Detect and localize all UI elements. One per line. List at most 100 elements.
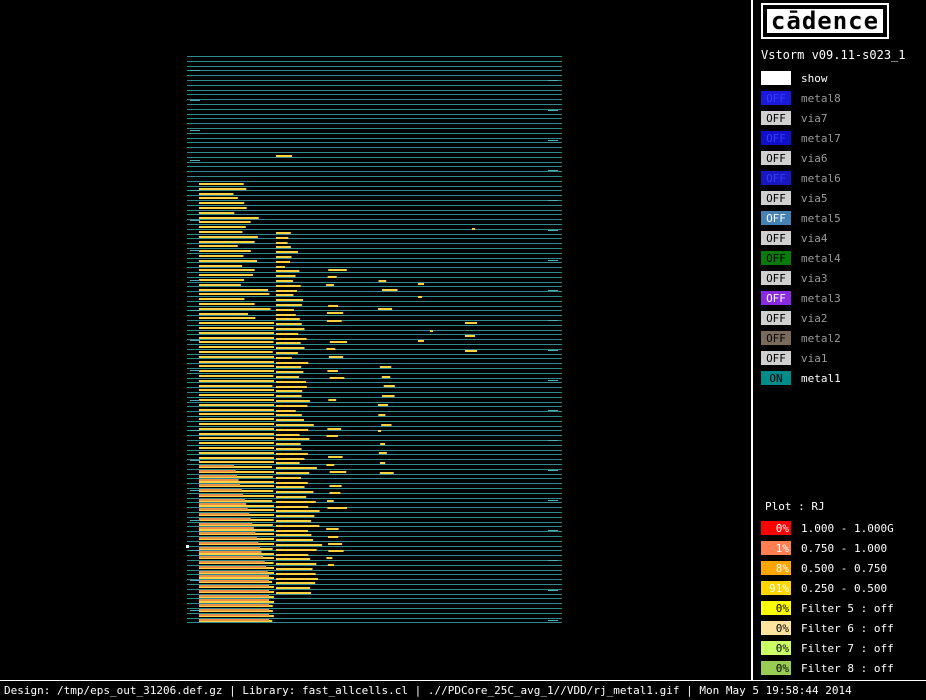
ir-hotspot-bar <box>199 399 274 401</box>
edge-marker <box>190 190 200 191</box>
ir-hotspot-bar <box>199 375 274 377</box>
layer-toggle-metal6[interactable]: OFF <box>761 171 791 185</box>
metal1-track <box>187 330 562 331</box>
ir-hotspot-bar <box>326 435 338 437</box>
layer-toggle-metal3[interactable]: OFF <box>761 291 791 305</box>
ir-hotspot-bar <box>199 523 253 525</box>
ir-hotspot-bar <box>199 341 274 343</box>
edge-marker <box>548 290 558 291</box>
ir-hotspot-bar <box>276 275 296 277</box>
legend-row[interactable]: 0% Filter 8 : off <box>761 660 894 676</box>
ir-hotspot-bar <box>199 260 258 262</box>
ir-hotspot-bar <box>276 582 316 584</box>
edge-marker <box>548 620 558 621</box>
metal1-track <box>187 133 562 134</box>
legend-row[interactable]: 1% 0.750 - 1.000 <box>761 540 887 556</box>
layer-toggle-metal4[interactable]: OFF <box>761 251 791 265</box>
legend-range: 0.250 - 0.500 <box>801 581 888 595</box>
layer-toggle-via5[interactable]: OFF <box>761 191 791 205</box>
ir-drop-map[interactable] <box>0 0 750 680</box>
metal1-track <box>187 555 562 556</box>
layer-toggle-via4[interactable]: OFF <box>761 231 791 245</box>
ir-hotspot-bar <box>276 506 309 508</box>
layer-row-via3[interactable]: OFF via3 <box>761 270 828 286</box>
layer-toggle-via7[interactable]: OFF <box>761 111 791 125</box>
edge-marker <box>548 410 558 411</box>
edge-marker <box>190 310 200 311</box>
layer-row-metal2[interactable]: OFF metal2 <box>761 330 841 346</box>
ir-hotspot-bar <box>199 351 273 353</box>
layout-canvas[interactable] <box>0 0 750 680</box>
ir-hotspot-bar <box>382 395 395 397</box>
ir-hotspot-bar <box>276 534 312 536</box>
ir-hotspot-bar <box>199 580 269 582</box>
layer-toggle-via1[interactable]: OFF <box>761 351 791 365</box>
metal1-track <box>187 123 562 124</box>
layer-toggle-via6[interactable]: OFF <box>761 151 791 165</box>
metal1-track <box>187 66 562 67</box>
edge-marker <box>190 550 200 551</box>
layer-row-show[interactable]: show <box>761 70 828 86</box>
ir-hotspot-bar <box>199 566 267 568</box>
ir-hotspot-bar <box>326 284 334 286</box>
layer-row-via5[interactable]: OFF via5 <box>761 190 828 206</box>
edge-marker <box>190 490 200 491</box>
metal1-track <box>187 138 562 139</box>
layer-row-metal5[interactable]: OFF metal5 <box>761 210 841 226</box>
layer-name-via6: via6 <box>801 151 828 165</box>
metal1-track <box>187 176 562 177</box>
legend-row[interactable]: 0% 1.000 - 1.000G <box>761 520 894 536</box>
ir-hotspot-bar <box>276 520 312 522</box>
layer-toggle-via3[interactable]: OFF <box>761 271 791 285</box>
legend-swatch: 8% <box>761 561 791 575</box>
legend-row[interactable]: 0% Filter 6 : off <box>761 620 894 636</box>
edge-marker <box>190 610 200 611</box>
ir-hotspot-bar <box>199 475 238 477</box>
legend-row[interactable]: 0% Filter 5 : off <box>761 600 894 616</box>
layer-toggle-metal1[interactable]: ON <box>761 371 791 385</box>
layer-name-metal1: metal1 <box>801 371 841 385</box>
ir-hotspot-bar <box>199 183 244 185</box>
ir-hotspot-bar <box>276 549 317 551</box>
layer-row-metal7[interactable]: OFF metal7 <box>761 130 841 146</box>
legend-row[interactable]: 91% 0.250 - 0.500 <box>761 580 887 596</box>
ir-hotspot-bar <box>199 188 247 190</box>
layer-row-via1[interactable]: OFF via1 <box>761 350 828 366</box>
ir-hotspot-bar <box>199 461 274 463</box>
layer-toggle-metal8[interactable]: OFF <box>761 91 791 105</box>
ir-hotspot-bar <box>199 590 269 592</box>
layer-row-metal8[interactable]: OFF metal8 <box>761 90 841 106</box>
layer-row-via4[interactable]: OFF via4 <box>761 230 828 246</box>
layer-row-via7[interactable]: OFF via7 <box>761 110 828 126</box>
metal1-track <box>187 301 562 302</box>
layer-toggle-metal7[interactable]: OFF <box>761 131 791 145</box>
metal1-track <box>187 349 562 350</box>
layer-name-via5: via5 <box>801 191 828 205</box>
edge-marker <box>190 460 200 461</box>
metal1-track <box>187 594 562 595</box>
layer-row-via6[interactable]: OFF via6 <box>761 150 828 166</box>
layer-row-metal4[interactable]: OFF metal4 <box>761 250 841 266</box>
layer-toggle-show[interactable] <box>761 71 791 85</box>
edge-marker <box>190 370 200 371</box>
metal1-track <box>187 541 562 542</box>
ir-hotspot-bar <box>199 289 268 291</box>
metal1-track <box>187 498 562 499</box>
version-label: Vstorm v09.11-s023_1 <box>761 48 906 62</box>
legend-row[interactable]: 8% 0.500 - 0.750 <box>761 560 887 576</box>
layer-row-metal1[interactable]: ON metal1 <box>761 370 841 386</box>
ir-hotspot-bar <box>276 424 314 426</box>
ir-hotspot-bar <box>199 513 250 515</box>
layer-toggle-metal5[interactable]: OFF <box>761 211 791 225</box>
layer-toggle-via2[interactable]: OFF <box>761 311 791 325</box>
layer-row-via2[interactable]: OFF via2 <box>761 310 828 326</box>
ir-hotspot-bar <box>199 553 274 555</box>
layer-row-metal3[interactable]: OFF metal3 <box>761 290 841 306</box>
layer-toggle-metal2[interactable]: OFF <box>761 331 791 345</box>
layer-row-metal6[interactable]: OFF metal6 <box>761 170 841 186</box>
metal1-track <box>187 229 562 230</box>
ir-hotspot-bar <box>276 462 300 464</box>
ir-hotspot-bar <box>276 477 302 479</box>
ir-hotspot-bar <box>276 386 307 388</box>
legend-row[interactable]: 0% Filter 7 : off <box>761 640 894 656</box>
